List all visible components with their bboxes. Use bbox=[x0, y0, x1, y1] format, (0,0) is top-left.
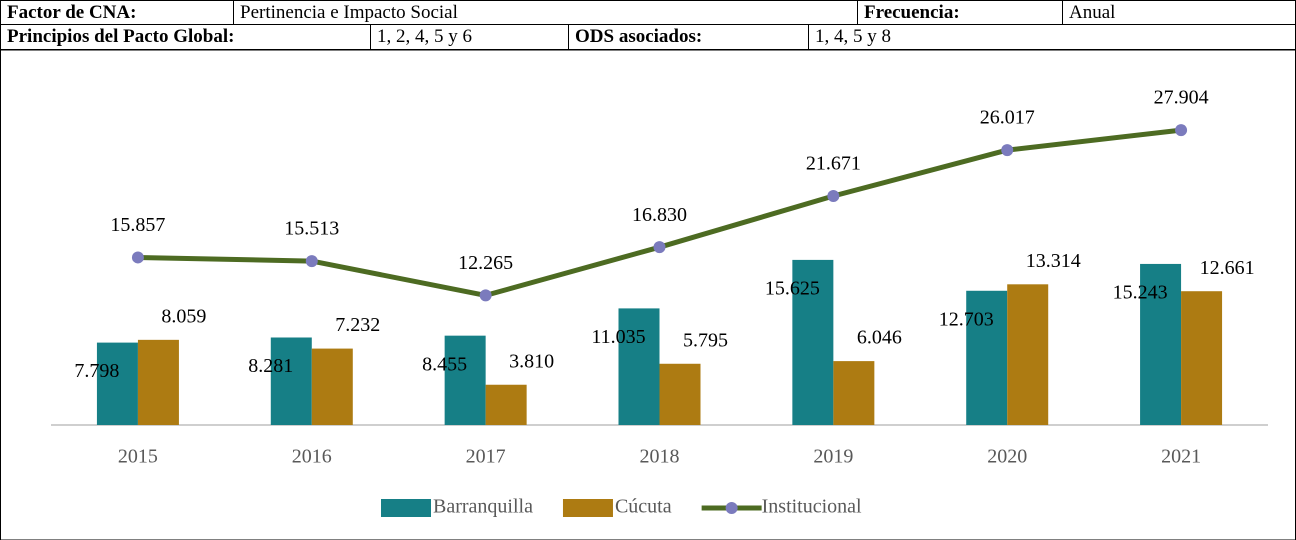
header-row: Principios del Pacto Global: 1, 2, 4, 5 … bbox=[0, 25, 1296, 50]
line-marker bbox=[305, 255, 318, 268]
data-label: 15.243 bbox=[1113, 282, 1168, 304]
data-label: 5.795 bbox=[683, 329, 728, 351]
legend-swatch bbox=[381, 499, 431, 517]
legend-swatch bbox=[562, 499, 613, 517]
x-tick-label: 2016 bbox=[292, 446, 332, 468]
data-label: 12.703 bbox=[939, 308, 994, 330]
x-tick-label: 2020 bbox=[987, 446, 1027, 468]
data-label: 8.455 bbox=[422, 353, 467, 375]
data-label: 7.798 bbox=[74, 360, 119, 382]
chart: 2015 2016 2017 2018 2019 2020 2021 7.798 8.281 8.… bbox=[0, 50, 1296, 540]
data-label: 16.830 bbox=[632, 204, 687, 226]
data-label: 12.661 bbox=[1200, 257, 1255, 279]
header-cell: Anual bbox=[1062, 0, 1296, 25]
bar bbox=[96, 342, 138, 425]
x-tick-label: 2019 bbox=[813, 446, 853, 468]
bar bbox=[485, 384, 527, 425]
legend-marker bbox=[725, 502, 738, 514]
line-marker bbox=[1175, 124, 1188, 137]
data-label: 13.314 bbox=[1026, 250, 1081, 272]
bar bbox=[792, 259, 834, 425]
x-tick-label: 2015 bbox=[118, 446, 158, 468]
header-cell: 1, 2, 4, 5 y 6 bbox=[370, 25, 568, 50]
data-label: 27.904 bbox=[1154, 87, 1209, 109]
header-cell: Pertinencia e Impacto Social bbox=[233, 0, 857, 25]
header-cell: ODS asociados: bbox=[568, 25, 808, 50]
header-cell: Frecuencia: bbox=[857, 0, 1062, 25]
bar bbox=[1140, 263, 1182, 425]
data-label: 7.232 bbox=[335, 314, 380, 336]
line-marker bbox=[653, 241, 666, 254]
bar bbox=[444, 335, 486, 425]
bar bbox=[966, 290, 1008, 425]
data-label: 6.046 bbox=[857, 327, 902, 349]
data-label: 15.625 bbox=[765, 277, 820, 299]
bar bbox=[833, 361, 875, 425]
header-cell: Factor de CNA: bbox=[0, 0, 233, 25]
line-marker bbox=[827, 190, 840, 203]
bar bbox=[311, 348, 353, 425]
bar bbox=[270, 337, 312, 425]
x-tick-label: 2018 bbox=[640, 446, 680, 468]
header-cell: Principios del Pacto Global: bbox=[0, 25, 370, 50]
legend-label: Institucional bbox=[762, 496, 862, 518]
line-marker bbox=[131, 251, 144, 264]
bar bbox=[659, 363, 701, 425]
line-marker bbox=[1001, 144, 1014, 157]
data-label: 15.513 bbox=[284, 218, 339, 240]
bar bbox=[137, 339, 179, 425]
header-cell: 1, 4, 5 y 8 bbox=[808, 25, 1296, 50]
data-label: 21.671 bbox=[806, 153, 861, 175]
line-marker bbox=[479, 289, 492, 302]
legend-label: Cúcuta bbox=[615, 496, 672, 518]
data-label: 8.281 bbox=[248, 355, 293, 377]
bar bbox=[1007, 284, 1049, 425]
x-tick-label: 2021 bbox=[1161, 446, 1201, 468]
x-tick-label: 2017 bbox=[466, 446, 506, 468]
data-label: 3.810 bbox=[509, 350, 554, 372]
data-label: 12.265 bbox=[458, 252, 513, 274]
bar bbox=[618, 308, 660, 425]
data-label: 8.059 bbox=[161, 305, 206, 327]
legend-label: Barranquilla bbox=[433, 496, 533, 518]
data-label: 15.857 bbox=[110, 214, 165, 236]
data-label: 11.035 bbox=[591, 326, 645, 348]
bar bbox=[1181, 291, 1223, 425]
header-row: Factor de CNA: Pertinencia e Impacto Soc… bbox=[0, 0, 1296, 25]
data-label: 26.017 bbox=[980, 107, 1035, 129]
